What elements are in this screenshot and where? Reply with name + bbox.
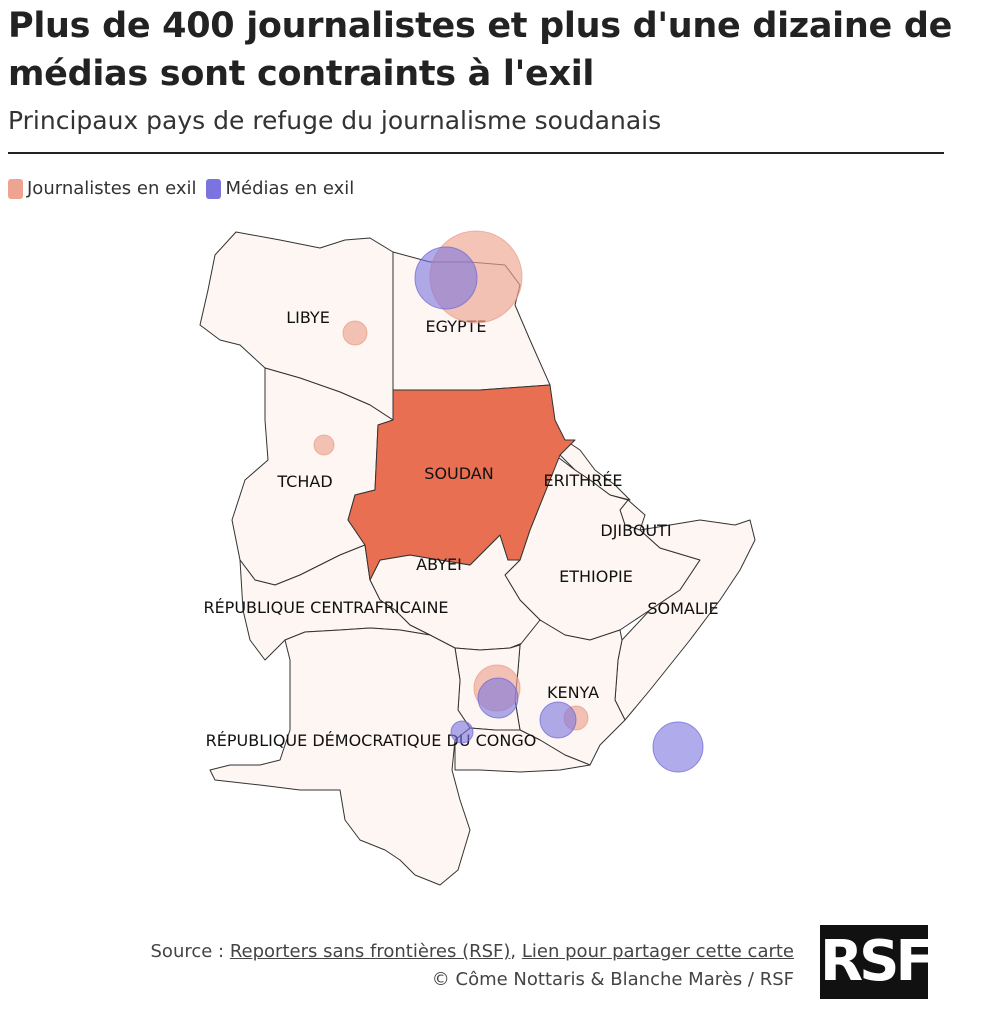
label-tchad: TCHAD — [276, 472, 332, 491]
credit-line: © Côme Nottaris & Blanche Marès / RSF — [431, 969, 794, 990]
country-rdc[interactable] — [209, 627, 471, 886]
source-link[interactable]: Reporters sans frontières (RSF) — [229, 941, 511, 962]
source-line: Source : Reporters sans frontières (RSF)… — [151, 938, 795, 966]
legend-label-journalists: Journalistes en exil — [27, 178, 197, 199]
media-bubble-egypte[interactable] — [414, 246, 478, 310]
source-prefix: Source : — [150, 941, 225, 962]
journalists-bubble-libye[interactable] — [342, 320, 368, 346]
country-rca[interactable] — [239, 544, 431, 661]
journalists-swatch — [8, 178, 23, 199]
media-swatch — [206, 178, 222, 199]
footer: Source : Reporters sans frontières (RSF)… — [151, 938, 795, 994]
label-rdc: RÉPUBLIQUE DÉMOCRATIQUE DU CONGO — [206, 731, 537, 750]
media-bubble-ouganda[interactable] — [477, 677, 519, 719]
country-tanzanie[interactable] — [454, 727, 591, 773]
media-bubble-kenya[interactable] — [539, 701, 577, 739]
media-bubble-ocean[interactable] — [652, 721, 704, 773]
label-somalie: SOMALIE — [647, 599, 718, 618]
legend: Journalistes en exil Médias en exil — [8, 178, 354, 199]
share-link[interactable]: Lien pour partager cette carte — [521, 941, 794, 962]
rsf-logo[interactable]: RSF — [820, 925, 934, 999]
journalists-bubble-tchad[interactable] — [313, 434, 335, 456]
chart-subtitle: Principaux pays de refuge du journalisme… — [8, 106, 662, 135]
label-abyei: ABYEI — [416, 555, 462, 574]
country-soudan[interactable] — [347, 384, 576, 581]
map[interactable]: LIBYE EGYPTE TCHAD SOUDAN ERITHRÉE DJIBO… — [0, 210, 982, 910]
label-soudan: SOUDAN — [424, 464, 493, 483]
label-ethiopie: ETHIOPIE — [559, 567, 633, 586]
label-libye: LIBYE — [286, 308, 330, 327]
title-divider — [8, 152, 944, 154]
source-separator: , — [510, 941, 517, 962]
legend-item-journalists: Journalistes en exil — [8, 178, 196, 199]
label-djibouti: DJIBOUTI — [600, 521, 671, 540]
legend-item-media: Médias en exil — [206, 178, 354, 199]
label-erithree: ERITHRÉE — [543, 471, 622, 490]
label-kenya: KENYA — [547, 683, 599, 702]
legend-label-media: Médias en exil — [225, 178, 355, 199]
media-bubble-rdc[interactable] — [450, 720, 474, 744]
country-somalie[interactable] — [614, 519, 756, 721]
map-svg[interactable]: LIBYE EGYPTE TCHAD SOUDAN ERITHRÉE DJIBO… — [0, 210, 982, 910]
chart-title: Plus de 400 journalistes et plus d'une d… — [8, 6, 953, 94]
label-rca: RÉPUBLIQUE CENTRAFRICAINE — [203, 598, 448, 617]
